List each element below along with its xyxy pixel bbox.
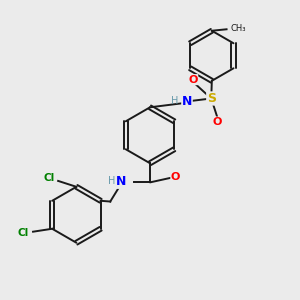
Text: Cl: Cl <box>43 173 54 183</box>
Text: H: H <box>172 96 179 106</box>
Text: H: H <box>108 176 116 186</box>
Text: O: O <box>212 117 222 127</box>
Text: Cl: Cl <box>18 228 29 238</box>
Text: O: O <box>188 75 198 85</box>
Text: S: S <box>207 92 216 105</box>
Text: CH₃: CH₃ <box>230 24 246 33</box>
Text: N: N <box>116 175 126 188</box>
Text: N: N <box>182 95 192 108</box>
Text: O: O <box>171 172 180 182</box>
